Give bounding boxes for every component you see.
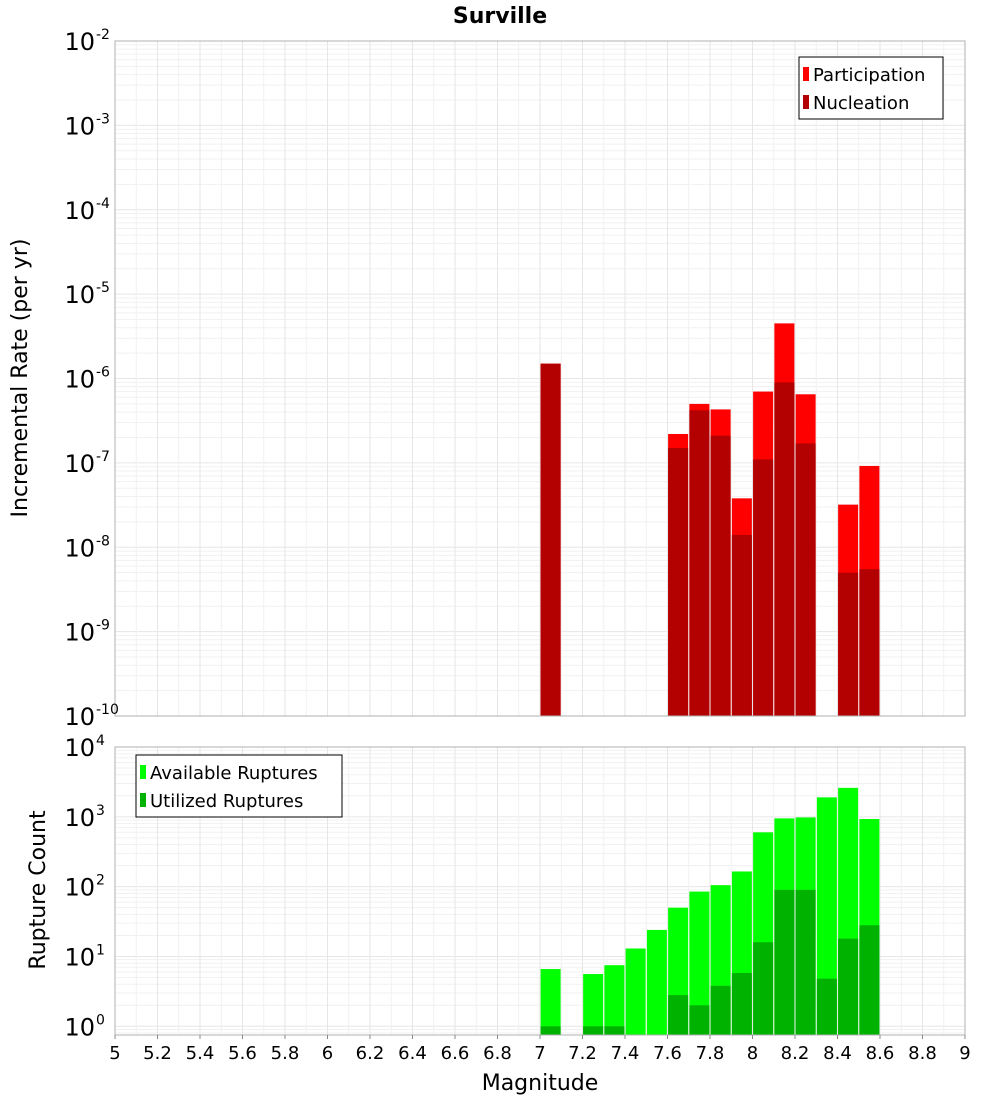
top-y-tick-exponent: -7: [96, 449, 110, 465]
top-nucleation-bar: [689, 410, 710, 716]
bottom-utilized-bar: [540, 1026, 561, 1035]
top-y-tick-label: 10: [64, 281, 95, 309]
bottom-legend: [135, 754, 343, 818]
bottom-utilized-bar: [838, 938, 859, 1035]
top-y-tick-exponent: -5: [96, 280, 110, 296]
top-y-tick-label: 10: [64, 450, 95, 478]
x-axis-label: Magnitude: [482, 1071, 599, 1096]
top-nucleation-bar: [731, 534, 752, 716]
x-tick-label: 8: [747, 1043, 758, 1064]
bottom-utilized-bar: [604, 1026, 625, 1035]
top-y-tick-label: 10: [64, 534, 95, 562]
bottom-y-tick-exponent: 0: [96, 1012, 105, 1028]
x-tick-label: 6: [322, 1043, 333, 1064]
bottom-utilized-bar: [583, 1026, 604, 1035]
top-y-tick-exponent: -9: [96, 618, 110, 634]
x-tick-label: 7.4: [611, 1043, 640, 1064]
x-tick-label: 6.2: [356, 1043, 385, 1064]
bottom-y-tick-exponent: 2: [96, 873, 105, 889]
bottom-legend-swatch: [140, 793, 146, 807]
x-tick-label: 8.4: [823, 1043, 852, 1064]
top-nucleation-bar: [753, 459, 774, 716]
x-tick-label: 6.8: [483, 1043, 512, 1064]
top-legend-label: Nucleation: [813, 93, 909, 114]
bottom-y-tick-label: 10: [64, 1013, 95, 1041]
top-nucleation-bar: [710, 435, 731, 716]
bottom-utilized-bar: [859, 925, 880, 1035]
top-nucleation-bar: [795, 443, 816, 716]
x-tick-label: 6.4: [398, 1043, 427, 1064]
top-panel: 10-210-310-410-510-610-710-810-910 -10Par…: [64, 27, 966, 731]
bottom-available-bar: [816, 797, 837, 1035]
top-nucleation-bar: [668, 448, 689, 716]
bottom-utilized-bar: [753, 942, 774, 1035]
top-y-tick-label: 10: [64, 703, 95, 731]
x-tick-label: 7.8: [696, 1043, 725, 1064]
bottom-available-bar: [540, 969, 561, 1035]
x-tick-label: 5.8: [271, 1043, 300, 1064]
top-y-tick-exponent: -6: [96, 365, 110, 381]
x-tick-label: 7: [534, 1043, 545, 1064]
top-legend-swatch: [803, 67, 809, 81]
top-y-tick-label: 10: [64, 112, 95, 140]
bottom-utilized-bar: [710, 985, 731, 1035]
bottom-y-tick-label: 10: [64, 734, 95, 762]
bottom-utilized-bar: [731, 972, 752, 1035]
top-y-tick-label: 10: [64, 197, 95, 225]
x-tick-label: 5.4: [186, 1043, 215, 1064]
bottom-legend-label: Utilized Ruptures: [150, 791, 303, 812]
top-nucleation-bar: [838, 572, 859, 716]
top-y-tick-exponent: -8: [96, 533, 110, 549]
x-tick-label: 8.2: [781, 1043, 810, 1064]
top-plot-frame: [114, 40, 966, 717]
top-y-tick-label: 10: [64, 366, 95, 394]
x-tick-label: 5.2: [143, 1043, 172, 1064]
bottom-available-bar: [604, 965, 625, 1035]
x-tick-label: 7.2: [568, 1043, 597, 1064]
bottom-y-tick-label: 10: [64, 943, 95, 971]
bottom-y-tick-exponent: 4: [96, 733, 105, 749]
chart-title: Surville: [453, 4, 547, 29]
bottom-legend-label: Available Ruptures: [150, 763, 318, 784]
x-tick-label: 5: [109, 1043, 120, 1064]
bottom-utilized-bar: [689, 1005, 710, 1035]
x-tick-label: 7.6: [653, 1043, 682, 1064]
top-legend-swatch: [803, 95, 809, 109]
top-y-tick-exponent: -10: [96, 702, 119, 718]
top-y-tick-exponent: -2: [96, 27, 110, 43]
top-y-tick-exponent: -3: [96, 111, 110, 127]
bottom-available-bar: [625, 948, 646, 1035]
x-tick-label: 8.8: [908, 1043, 937, 1064]
top-legend-label: Participation: [813, 65, 925, 86]
bottom-legend-swatch: [140, 765, 146, 779]
top-y-tick-label: 10: [64, 28, 95, 56]
bottom-utilized-bar: [774, 889, 795, 1035]
top-nucleation-bar: [774, 382, 795, 716]
bottom-y-tick-exponent: 3: [96, 803, 105, 819]
x-tick-label: 5.6: [228, 1043, 257, 1064]
bottom-y-tick-label: 10: [64, 804, 95, 832]
x-tick-label: 8.6: [866, 1043, 895, 1064]
bottom-available-bar: [689, 891, 710, 1035]
top-y-tick-exponent: -4: [96, 196, 110, 212]
top-nucleation-bar: [859, 569, 880, 716]
bottom-utilized-bar: [816, 978, 837, 1035]
bottom-utilized-bar: [795, 889, 816, 1035]
bottom-y-tick-exponent: 1: [96, 942, 105, 958]
x-tick-label: 9: [959, 1043, 970, 1064]
top-y-tick-label: 10: [64, 619, 95, 647]
x-tick-labels: 5 5.2 5.4 5.6 5.8 6 6.2 6.4 6.6 6.8 7 7.2 7.4 7.6 7.8 8…: [109, 1035, 971, 1064]
bottom-y-tick-label: 10: [64, 874, 95, 902]
top-legend: [798, 56, 944, 120]
bottom-utilized-bar: [668, 995, 689, 1035]
top-y-axis-label: Incremental Rate (per yr): [8, 239, 33, 518]
bottom-available-bar: [583, 974, 604, 1035]
bottom-y-axis-label: Rupture Count: [26, 810, 51, 970]
top-nucleation-bar: [540, 363, 561, 716]
bottom-available-bar: [646, 929, 667, 1035]
x-tick-label: 6.6: [441, 1043, 470, 1064]
